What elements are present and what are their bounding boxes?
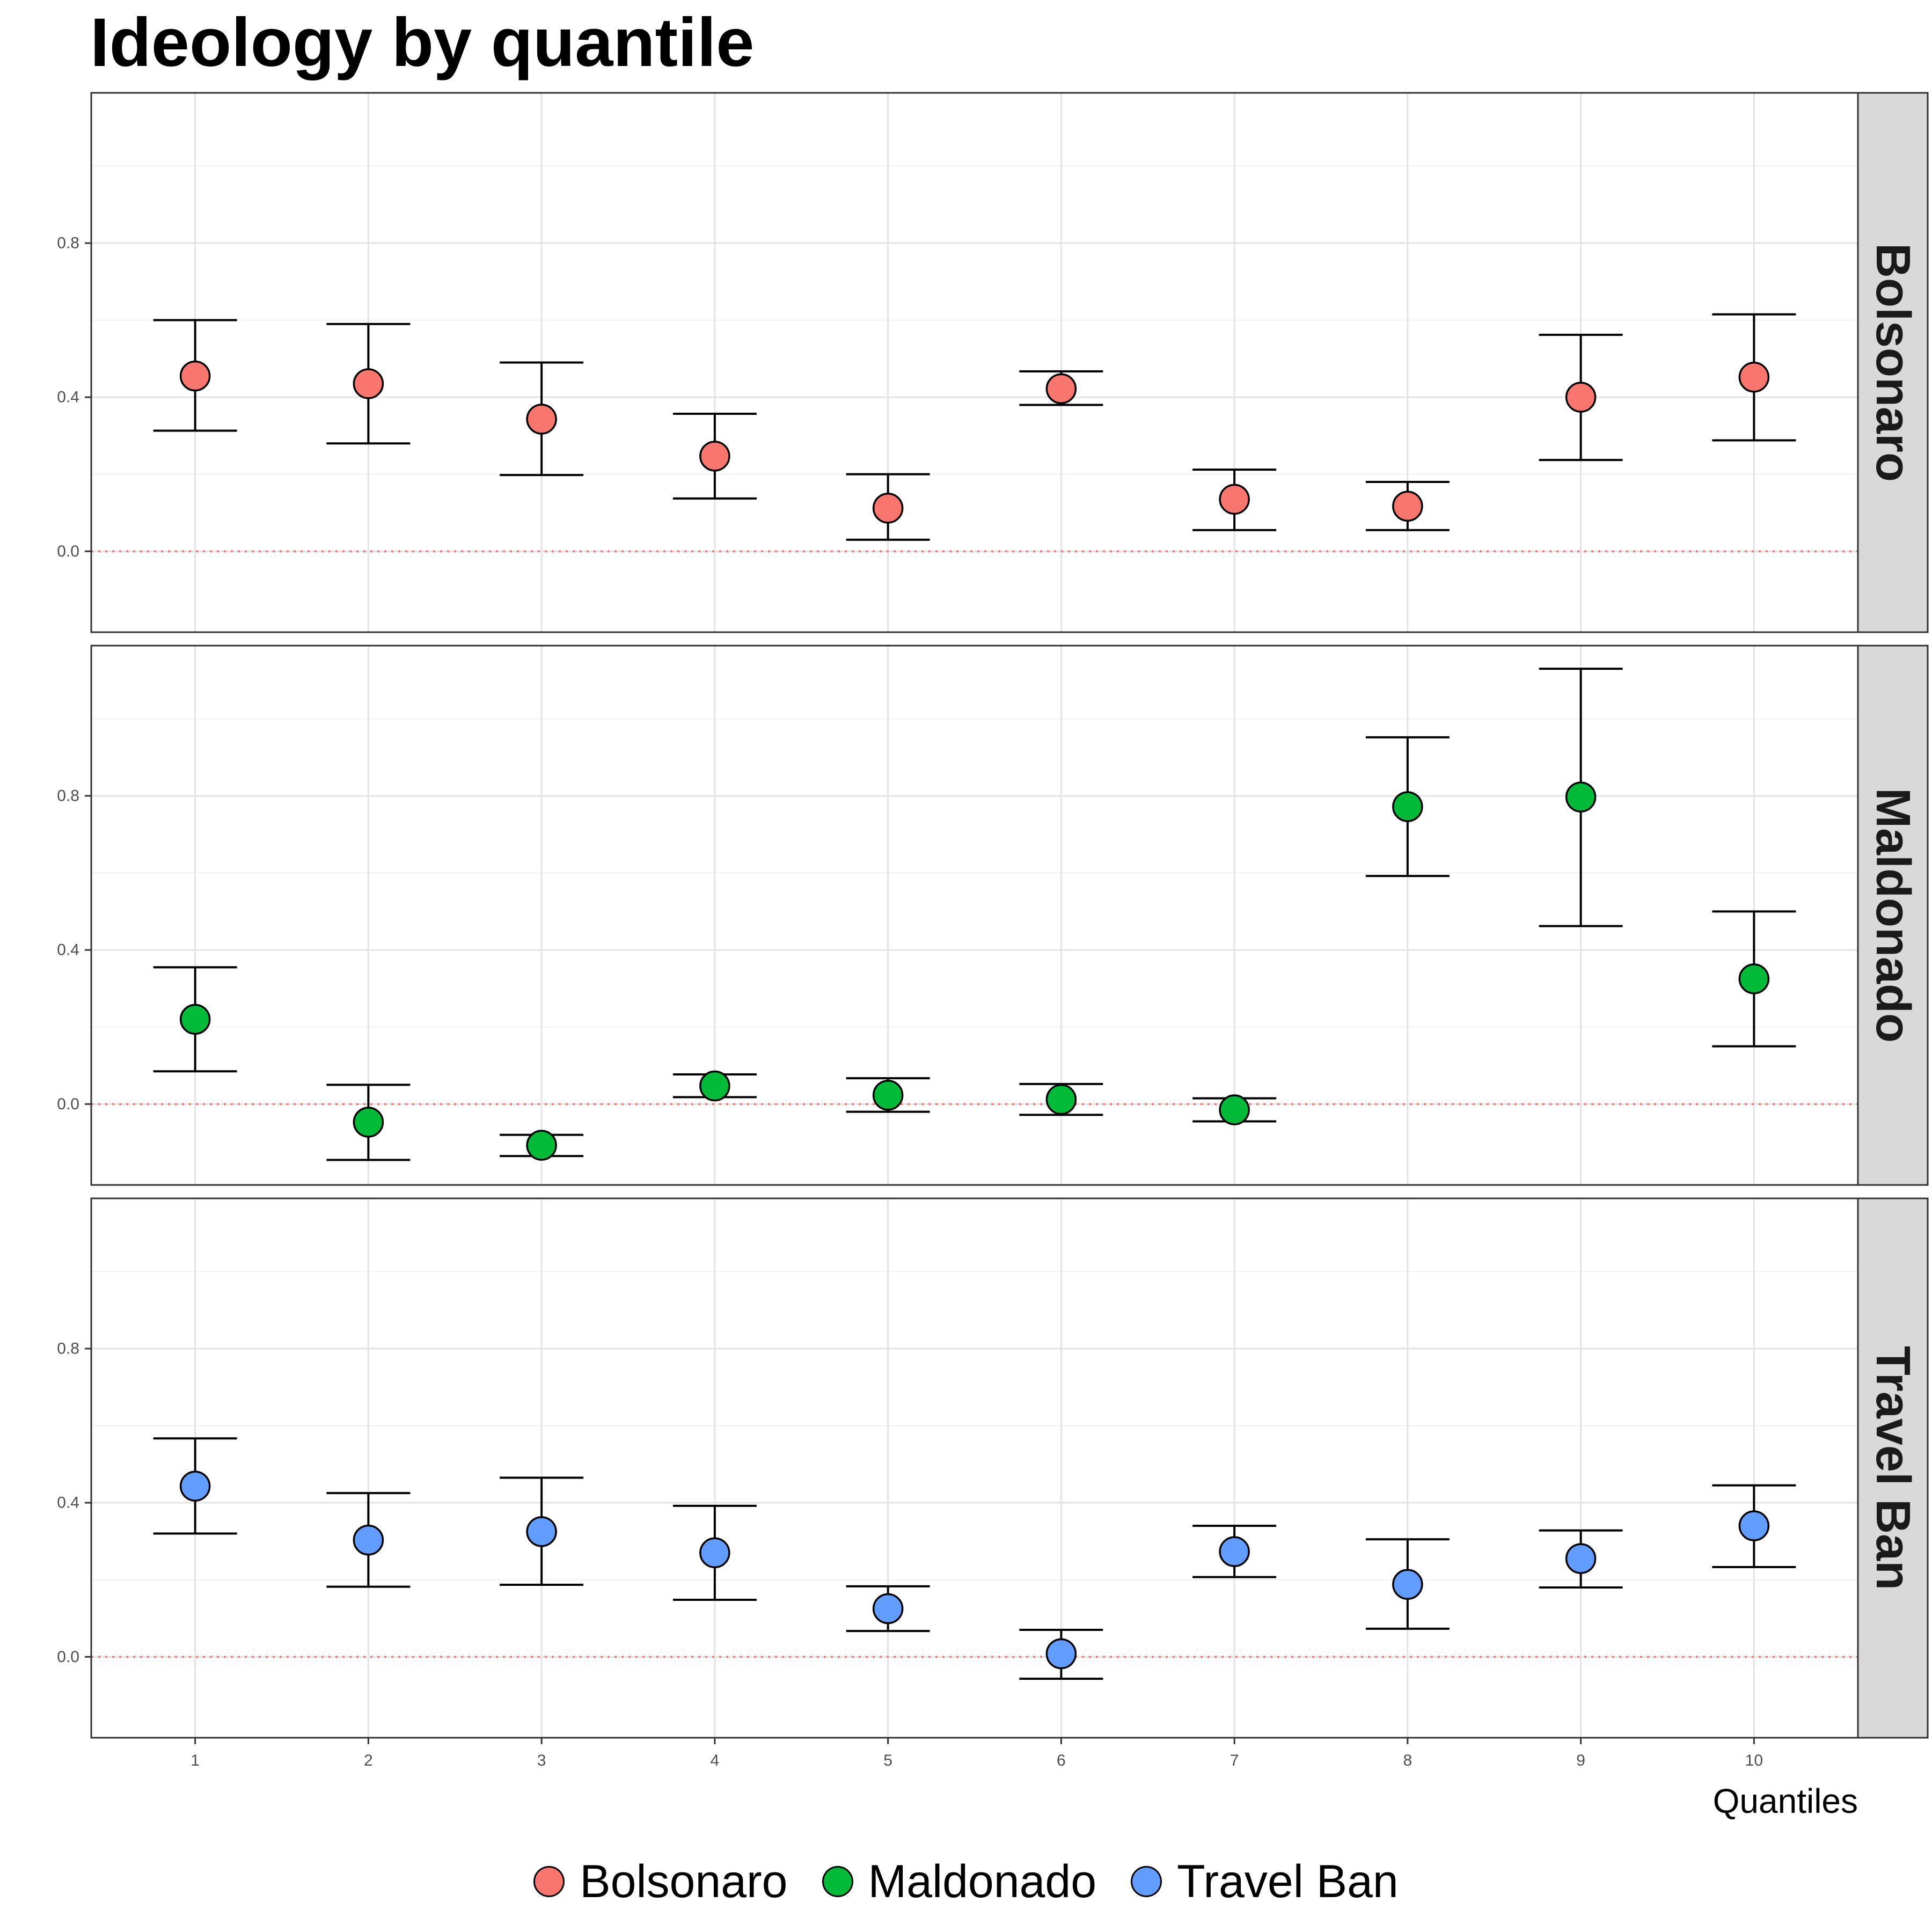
data-point	[1565, 781, 1597, 813]
y-tick-label: 0.4	[57, 941, 79, 959]
data-point	[353, 368, 384, 399]
y-tick-label: 0.0	[57, 1095, 79, 1113]
facet-strip-label-maldonado: Maldonado	[1866, 788, 1920, 1043]
legend-item-maldonado: Maldonado	[822, 1855, 1097, 1908]
x-tick-label: 1	[191, 1752, 200, 1769]
data-point	[179, 1470, 211, 1502]
y-tick-label: 0.0	[57, 1648, 79, 1666]
data-point	[699, 1070, 730, 1102]
data-point	[179, 1004, 211, 1035]
facet-strip	[1857, 92, 1929, 633]
legend-item-bolsonaro: Bolsonaro	[533, 1855, 788, 1908]
x-tick-label: 3	[537, 1752, 546, 1769]
data-point	[1045, 373, 1077, 405]
y-tick-label: 0.0	[57, 543, 79, 560]
data-point	[1219, 1094, 1250, 1125]
data-point	[1392, 1569, 1423, 1600]
panel-background	[91, 1198, 1858, 1738]
data-point	[699, 1537, 730, 1569]
x-tick-label: 8	[1403, 1752, 1413, 1769]
data-point	[526, 404, 557, 435]
data-point	[179, 360, 211, 392]
legend-swatch-bolsonaro	[533, 1866, 565, 1897]
data-point	[699, 441, 730, 472]
facet-strip-label-travel-ban: Travel Ban	[1866, 1346, 1920, 1590]
data-point	[1045, 1638, 1077, 1670]
y-tick-label: 0.8	[57, 787, 79, 804]
chart-title: Ideology by quantile	[90, 4, 755, 81]
x-axis-title: Quantiles	[1713, 1782, 1858, 1820]
data-point	[1392, 491, 1423, 522]
panel-background	[91, 646, 1858, 1185]
y-tick-label: 0.8	[57, 1340, 79, 1357]
x-tick-label: 2	[364, 1752, 373, 1769]
legend-item-travel-ban: Travel Ban	[1131, 1855, 1399, 1908]
x-tick-label: 10	[1745, 1752, 1763, 1769]
x-tick-label: 5	[883, 1752, 892, 1769]
data-point	[1738, 1510, 1770, 1541]
data-point	[1392, 791, 1423, 822]
x-tick-label: 6	[1057, 1752, 1066, 1769]
data-point	[353, 1524, 384, 1556]
facet-strip	[1857, 645, 1929, 1186]
legend: Bolsonaro Maldonado Travel Ban	[0, 1844, 1932, 1919]
facet-strip	[1857, 1197, 1929, 1739]
data-point	[1045, 1084, 1077, 1115]
data-point	[1738, 963, 1770, 994]
panel-background	[91, 93, 1858, 632]
y-tick-label: 0.8	[57, 234, 79, 252]
data-point	[1219, 484, 1250, 515]
y-tick-label: 0.4	[57, 389, 79, 406]
data-point	[872, 1593, 904, 1624]
data-point	[1738, 362, 1770, 393]
legend-label-bolsonaro: Bolsonaro	[580, 1855, 788, 1907]
data-point	[526, 1516, 557, 1547]
data-point	[872, 493, 904, 524]
data-point	[872, 1079, 904, 1111]
data-point	[1565, 382, 1597, 413]
legend-label-maldonado: Maldonado	[868, 1855, 1097, 1907]
x-tick-label: 4	[711, 1752, 720, 1769]
facet-strip-label-bolsonaro: Bolsonaro	[1866, 243, 1920, 482]
x-tick-label: 9	[1576, 1752, 1585, 1769]
legend-swatch-maldonado	[822, 1866, 853, 1897]
panel-bolsonaro: Bolsonaro 0.0 0.4 0.8	[57, 92, 1929, 633]
data-point	[1219, 1536, 1250, 1568]
legend-label-travel-ban: Travel Ban	[1177, 1855, 1399, 1907]
legend-swatch-travel-ban	[1131, 1866, 1162, 1897]
data-point	[526, 1130, 557, 1161]
panel-maldonado: Maldonado 0.0 0.4 0.8	[57, 645, 1929, 1186]
y-tick-label: 0.4	[57, 1494, 79, 1512]
panel-travel-ban: Travel Ban 0.0 0.4 0.8	[57, 1197, 1929, 1739]
x-tick-label: 7	[1230, 1752, 1239, 1769]
data-point	[353, 1107, 384, 1138]
data-point	[1565, 1543, 1597, 1574]
